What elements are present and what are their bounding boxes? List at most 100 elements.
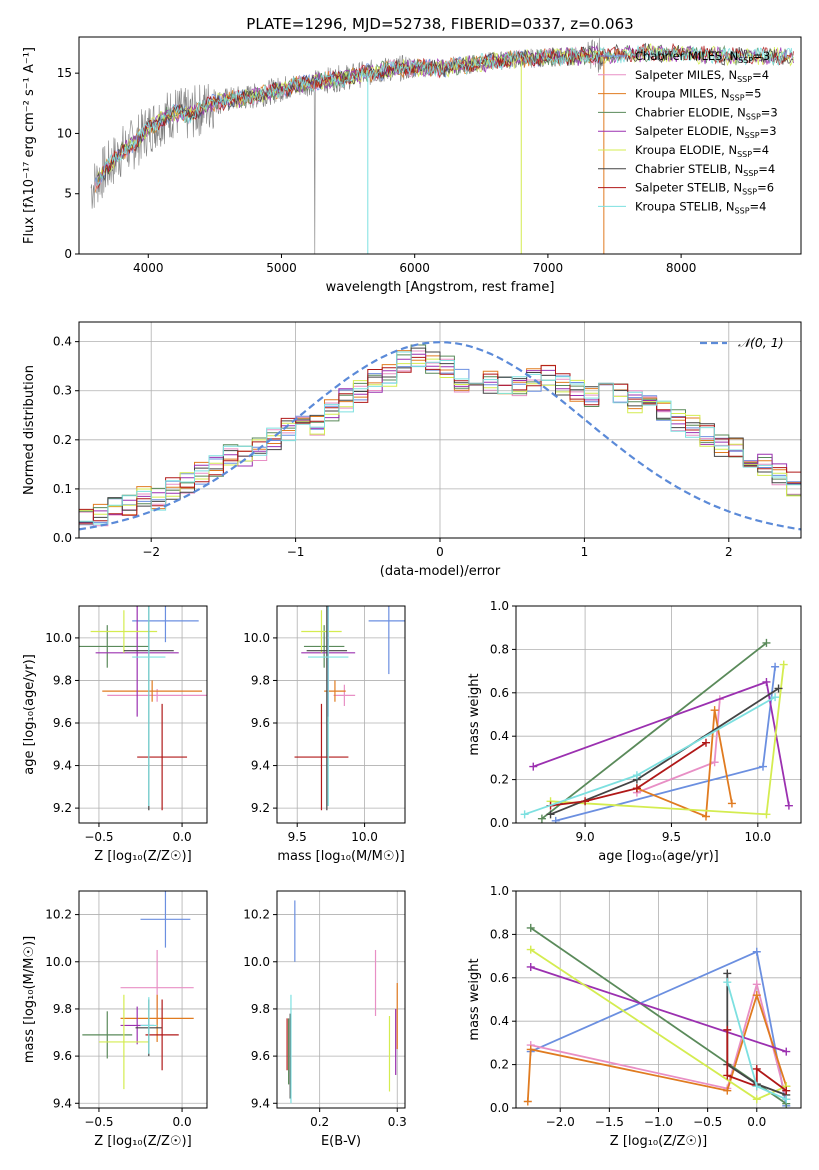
data-point [523, 1097, 532, 1106]
errorbar-salpeter-stelib [137, 703, 188, 811]
errorbar-chabrier-miles [132, 606, 199, 643]
series-line [541, 642, 768, 820]
model-salpeter-stelib [97, 42, 794, 189]
x-tick-label: −0.5 [84, 830, 113, 844]
data-point [723, 1025, 732, 1034]
y-tick-label: 0.4 [53, 335, 72, 349]
y-tick-label: 9.8 [251, 1002, 270, 1016]
x-tick-label: 9.5 [662, 830, 681, 844]
x-axis-label: Z [log₁₀(Z/Z☉)] [94, 1134, 191, 1149]
axes-frame [78, 36, 802, 255]
y-axis-label: mass weight [467, 673, 482, 755]
model-kroupa-stelib [97, 45, 794, 186]
data-point [546, 810, 555, 819]
y-axis-label: mass weight [467, 958, 482, 1040]
x-tick-label: −1.5 [595, 1115, 624, 1129]
data-point [632, 771, 641, 780]
grid-layer [79, 606, 207, 823]
y-tick-label: 0.2 [53, 433, 72, 447]
legend-label-sub: SSP [742, 188, 757, 197]
y-tick-label: 1.0 [490, 884, 509, 898]
data-point [526, 923, 535, 932]
panel-weight_vs_age: 9.0 9.5 10.0 0.0 0.2 0.4 0.6 0.8 1.0 age [log₁₀(a… [467, 599, 802, 864]
y-axis-label: mass [log₁₀(M/M☉)] [22, 936, 37, 1063]
errorbar-kroupa-stelib [132, 606, 166, 806]
data-point [774, 684, 783, 693]
x-tick-label: 0.2 [310, 1115, 329, 1129]
data-point [782, 1086, 791, 1095]
y-tick-label: 0.0 [490, 816, 509, 830]
data-point [782, 1095, 791, 1104]
x-tick-label: −2 [142, 545, 160, 559]
y-tick-label: 0.2 [490, 1058, 509, 1072]
y-tick-label: 9.6 [251, 716, 270, 730]
legend-label-tail: =4 [752, 68, 769, 82]
y-tick-label: 9.8 [53, 673, 72, 687]
plot-area [79, 606, 207, 811]
data-point [710, 706, 719, 715]
x-tick-label: 4000 [133, 261, 164, 275]
y-axis-label: age [log₁₀(age/yr)] [22, 654, 37, 775]
plot-area [286, 900, 398, 1104]
x-tick-label: 5000 [266, 261, 297, 275]
legend-label-sub: SSP [738, 56, 753, 65]
data-point [723, 978, 732, 987]
data-point [526, 962, 535, 971]
histogram-kroupa-stelib [79, 351, 801, 525]
y-tick-label: 0.6 [490, 686, 509, 700]
legend-label-chabrier-stelib: Chabrier STELIB, NSSP=4 [635, 162, 775, 178]
x-tick-label: 8000 [666, 261, 697, 275]
y-tick-label: 1.0 [490, 599, 509, 613]
data-point [762, 677, 771, 686]
x-tick-label: 2 [725, 545, 733, 559]
x-tick-label: −0.5 [693, 1115, 722, 1129]
y-tick-label: 0.2 [490, 773, 509, 787]
data-point [551, 816, 560, 823]
y-axis-label: Flux [fλ10⁻¹⁷ erg cm⁻² s⁻¹ A⁻¹] [22, 47, 37, 244]
x-axis-label: wavelength [Angstrom, rest frame] [326, 280, 555, 295]
y-tick-label: 0 [64, 247, 72, 261]
axes-frame [276, 605, 406, 824]
y-tick-label: 10.0 [45, 631, 72, 645]
data-point [537, 814, 546, 823]
x-tick-label: −2.0 [546, 1115, 575, 1129]
plot-area [523, 923, 791, 1108]
data-point [581, 797, 590, 806]
y-tick-label: 0.3 [53, 384, 72, 398]
x-tick-label: −1 [287, 545, 305, 559]
data-point [779, 660, 788, 669]
y-tick-label: 10.0 [243, 955, 270, 969]
y-tick-label: 9.4 [251, 759, 270, 773]
legend-label-kroupa-miles: Kroupa MILES, NSSP=5 [635, 87, 761, 103]
x-axis-label: age [log₁₀(age/yr)] [598, 849, 719, 864]
data-point [771, 662, 780, 671]
data-point [752, 1095, 761, 1104]
series-kroupa-miles [523, 991, 791, 1106]
axes-frame [78, 605, 208, 824]
data-point [723, 1071, 732, 1080]
legend-label-tail: =4 [752, 143, 769, 157]
errorbar-kroupa-miles [102, 680, 203, 702]
legend-label-sub: SSP [743, 169, 758, 178]
legend-label-main: Kroupa MILES, N [635, 87, 730, 101]
x-tick-label: 0.0 [747, 1115, 766, 1129]
x-tick-label: 10.0 [744, 830, 771, 844]
errorbar-chabrier-miles [368, 606, 405, 675]
data-point [526, 945, 535, 954]
panel-age_vs_Z: −0.5 0.0 9.2 9.4 9.6 9.8 10.0 Z [log₁₀(Z/Z☉)] ag… [22, 605, 208, 864]
data-point [762, 638, 771, 647]
y-tick-label: 0.6 [490, 971, 509, 985]
data-point [782, 1047, 791, 1056]
x-axis-label: (data-model)/error [380, 564, 501, 579]
plot-area [82, 891, 194, 1090]
series-kroupa-stelib [520, 693, 780, 819]
data-point [752, 1082, 761, 1091]
axes-frame [515, 605, 802, 824]
data-point [784, 801, 793, 810]
errorbar-kroupa-miles [120, 994, 194, 1042]
y-tick-label: 9.2 [251, 801, 270, 815]
y-tick-label: 9.4 [251, 1096, 270, 1110]
y-tick-label: 0.4 [490, 1014, 509, 1028]
y-tick-label: 15 [57, 66, 72, 80]
